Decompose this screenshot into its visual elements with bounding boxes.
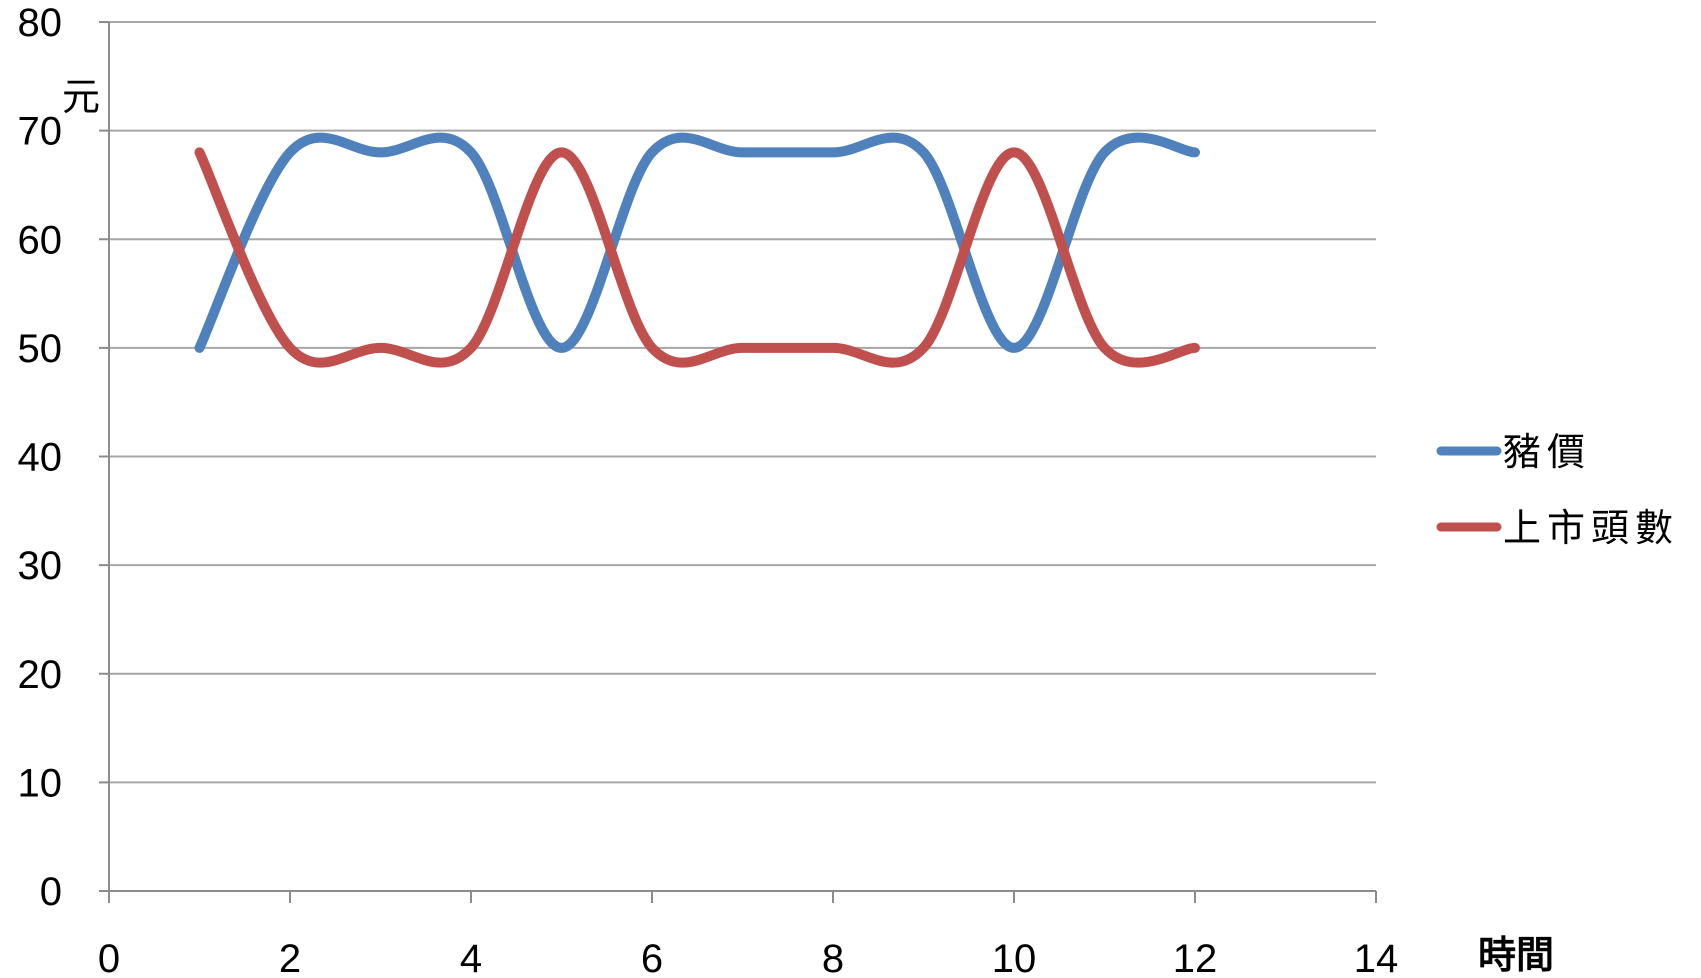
y-tick-label: 30	[18, 544, 63, 588]
x-tick-label: 6	[641, 937, 663, 978]
y-tick-label: 10	[18, 761, 63, 805]
y-tick-label: 80	[18, 1, 63, 45]
x-tick-label: 10	[992, 937, 1037, 978]
x-tick-label: 12	[1173, 937, 1218, 978]
y-tick-label: 40	[18, 436, 63, 480]
x-tick-label: 4	[460, 937, 482, 978]
series-lines	[194, 132, 1200, 368]
y-axis-title: 元	[62, 75, 100, 119]
y-tick-label: 50	[18, 327, 63, 371]
legend-label-market-heads: 上市頭數	[1503, 506, 1679, 550]
y-tick-label: 0	[40, 870, 62, 914]
y-tick-label: 70	[18, 110, 63, 154]
series-line-0	[194, 132, 1200, 353]
legend: 豬價 上市頭數	[1436, 430, 1679, 550]
axes	[99, 21, 1377, 903]
tick-labels: 0 10 20 30 40 50 60 70 80 0 2 4 6 8 10 12 14	[18, 1, 1399, 978]
y-tick-label: 60	[18, 218, 63, 262]
y-tick-label: 20	[18, 653, 63, 697]
x-tick-label: 2	[279, 937, 301, 978]
x-tick-label: 0	[98, 937, 120, 978]
x-tick-label: 14	[1354, 937, 1399, 978]
series-line-1	[194, 147, 1200, 368]
x-tick-label: 8	[822, 937, 844, 978]
x-axis-title: 時間	[1478, 933, 1554, 977]
gridlines	[109, 21, 1376, 784]
legend-label-pig-price: 豬價	[1503, 430, 1591, 474]
